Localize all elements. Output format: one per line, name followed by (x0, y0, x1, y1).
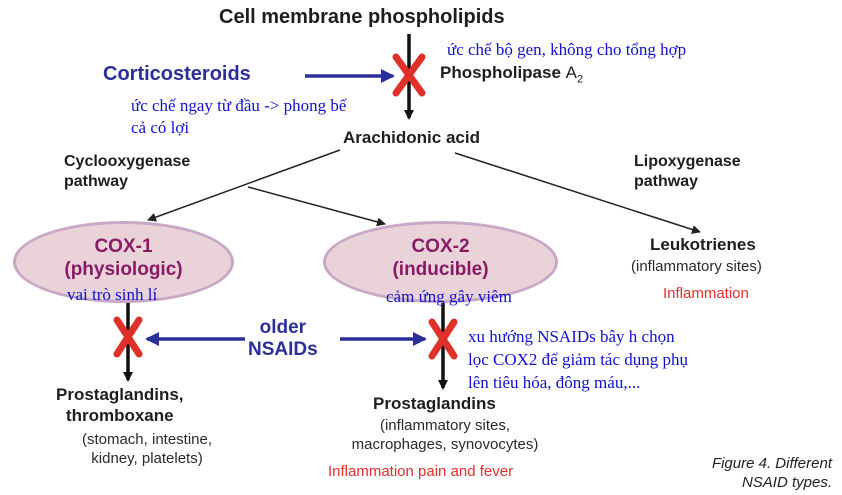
note-gene-inhibition: ức chế bộ gen, không cho tổng hợp (447, 40, 687, 59)
cox1-label: COX-1 (physiologic) (13, 235, 234, 281)
cox1-note: vai trò sinh lí (67, 285, 158, 304)
note-early-inhibition-2: cả có lợi (131, 118, 190, 137)
phospholipase-subscript: A2 (565, 63, 584, 86)
leukotrienes-label: Leukotrienes (650, 235, 756, 254)
nsaid-trend-note-2: lọc COX2 để giảm tác dụng phụ (468, 350, 689, 369)
corticosteroids-label: Corticosteroids (103, 63, 251, 85)
arrow-to-leukotrienes (454, 152, 701, 234)
cox1-subtitle: (physiologic) (64, 259, 183, 280)
leukotrienes-sites: (inflammatory sites) (631, 258, 762, 275)
note-early-inhibition-1: ức chế ngay từ đầu -> phong bế (131, 96, 347, 115)
figure-caption: Figure 4. Different NSAID types. (711, 455, 832, 491)
cox2-subtitle: (inducible) (392, 259, 489, 280)
phospholipase-label: Phospholipase A2 (440, 63, 583, 85)
prostaglandins-inflammatory-sites: (inflammatory sites, macrophages, synovo… (351, 417, 539, 453)
phospholipase-text: Phospholipase (440, 63, 561, 82)
cross-cox1-icon (113, 316, 143, 358)
nsaid-trend-note-3: lên tiêu hóa, đông máu,... (468, 373, 641, 392)
prostaglandins-thromboxane-sites: (stomach, intestine, kidney, platelets) (81, 431, 213, 467)
prostaglandins-thromboxane-label: Prostaglandins, thromboxane (56, 385, 184, 425)
prostaglandins-inflammatory-effect: Inflammation pain and fever (328, 463, 514, 480)
cox2-note: cảm ứng gây viêm (386, 287, 512, 306)
arrow-to-cox1 (147, 149, 341, 222)
cell-membrane-title: Cell membrane phospholipids (219, 6, 505, 28)
older-nsaids-label: older NSAIDs (248, 317, 318, 360)
cox1-title: COX-1 (94, 236, 153, 257)
cross-phospholipase-icon (392, 53, 426, 97)
leukotrienes-effect: Inflammation (663, 285, 749, 302)
arachidonic-acid-label: Arachidonic acid (343, 128, 480, 147)
lipoxygenase-pathway-label: Lipoxygenase pathway (634, 153, 741, 190)
cox2-title: COX-2 (411, 236, 470, 257)
prostaglandins-inflammatory-label: Prostaglandins (373, 394, 496, 413)
cross-cox2-icon (428, 318, 458, 360)
cox1-oval (13, 221, 234, 303)
arrow-to-cox2 (247, 186, 386, 227)
cyclooxygenase-pathway-label: Cyclooxygenase pathway (64, 153, 191, 190)
nsaid-trend-note-1: xu hướng NSAIDs bây h chọn (468, 327, 675, 346)
cox2-label: COX-2 (inducible) (323, 235, 558, 281)
cox2-oval (323, 221, 558, 303)
